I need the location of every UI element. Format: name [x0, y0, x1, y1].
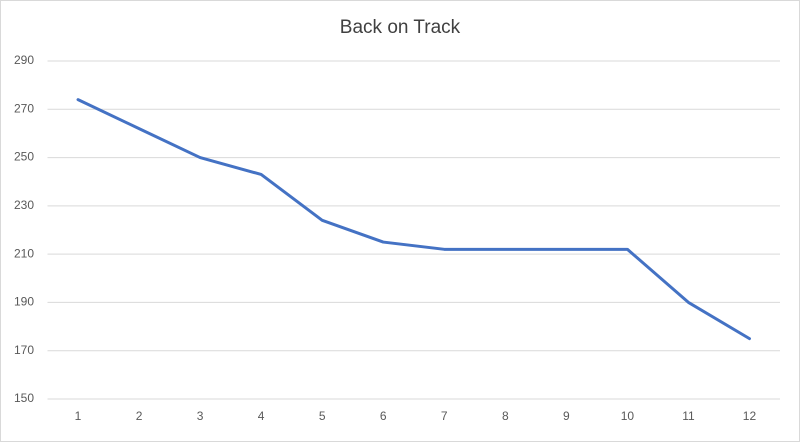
x-tick-label: 9: [563, 409, 570, 423]
y-tick-label: 270: [14, 101, 34, 115]
x-tick-label: 2: [136, 409, 143, 423]
y-tick-label: 290: [14, 53, 34, 67]
x-tick-label: 5: [319, 409, 326, 423]
x-tick-label: 6: [380, 409, 387, 423]
x-tick-label: 4: [258, 409, 265, 423]
y-tick-label: 210: [14, 246, 34, 260]
x-tick-label: 11: [682, 409, 695, 423]
x-tick-label: 7: [441, 409, 448, 423]
x-tick-label: 12: [743, 409, 757, 423]
chart-title: Back on Track: [340, 17, 461, 38]
x-tick-label: 3: [197, 409, 204, 423]
y-tick-label: 250: [14, 150, 34, 164]
x-tick-label: 8: [502, 409, 509, 423]
y-tick-label: 190: [14, 295, 34, 309]
y-tick-label: 170: [14, 343, 34, 357]
y-tick-label: 150: [14, 391, 34, 405]
x-tick-label: 10: [621, 409, 635, 423]
x-tick-label: 1: [75, 409, 82, 423]
line-series: [76, 98, 751, 341]
y-tick-label: 230: [14, 198, 34, 212]
